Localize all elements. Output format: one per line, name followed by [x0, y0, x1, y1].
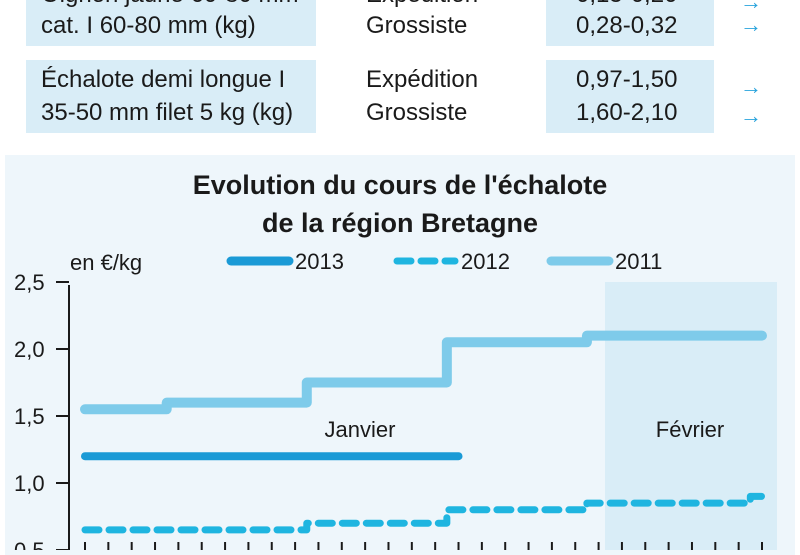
product-label: Oignon jaune 60-80 mm — [41, 0, 298, 11]
trend-arrow-icon: → — [740, 103, 762, 128]
y-tick-label: 0,5 — [14, 538, 45, 550]
y-tick-label: 2,5 — [14, 270, 45, 295]
y-axis: 0,5 1,0 1,5 2,0 2,5 — [14, 270, 69, 550]
series-line-2011 — [80, 330, 767, 415]
chart-subtitle: de la région Bretagne — [262, 208, 538, 238]
y-axis-label: en €/kg — [70, 250, 142, 275]
period-label: Février — [656, 417, 724, 442]
y-tick-label: 1,5 — [14, 404, 45, 429]
chart-title: Evolution du cours de l'échalote — [193, 170, 607, 200]
legend-label-2011: 2011 — [615, 249, 662, 274]
price-value: 0,97-1,50 — [576, 66, 678, 93]
legend-label-2012: 2012 — [461, 249, 510, 274]
series-lines — [80, 330, 767, 534]
y-tick-label: 2,0 — [14, 337, 45, 362]
period-label: Janvier — [325, 417, 396, 442]
product-cell — [26, 60, 316, 133]
price-value: 1,60-2,10 — [576, 99, 678, 126]
series-line-2012 — [81, 492, 766, 534]
trend-arrow-icon: → — [740, 74, 762, 99]
legend: 2013 2012 2011 — [226, 249, 662, 274]
stage-label: Grossiste — [366, 99, 468, 126]
price-cell — [546, 60, 714, 133]
period-band — [605, 282, 777, 550]
product-label: 35-50 mm filet 5 kg (kg) — [41, 99, 294, 126]
y-tick-label: 1,0 — [14, 471, 45, 496]
stage-label: Expédition — [366, 66, 479, 93]
x-axis-ticks — [84, 542, 763, 550]
stage-label: Expédition — [366, 0, 478, 11]
product-cell — [26, 0, 316, 46]
stage-label: Grossiste — [366, 12, 468, 39]
price-cell — [546, 0, 714, 46]
period-labels: Janvier Février — [325, 417, 725, 442]
product-label: Échalote demi longue I — [41, 66, 286, 93]
trend-arrow-icon: → — [740, 0, 762, 14]
product-label: cat. I 60-80 mm (kg) — [41, 12, 256, 39]
trend-arrow-icon: → — [740, 12, 762, 37]
price-value: 0,15-0,20 — [576, 0, 677, 11]
legend-label-2013: 2013 — [295, 249, 344, 274]
price-value: 0,28-0,32 — [576, 12, 678, 39]
